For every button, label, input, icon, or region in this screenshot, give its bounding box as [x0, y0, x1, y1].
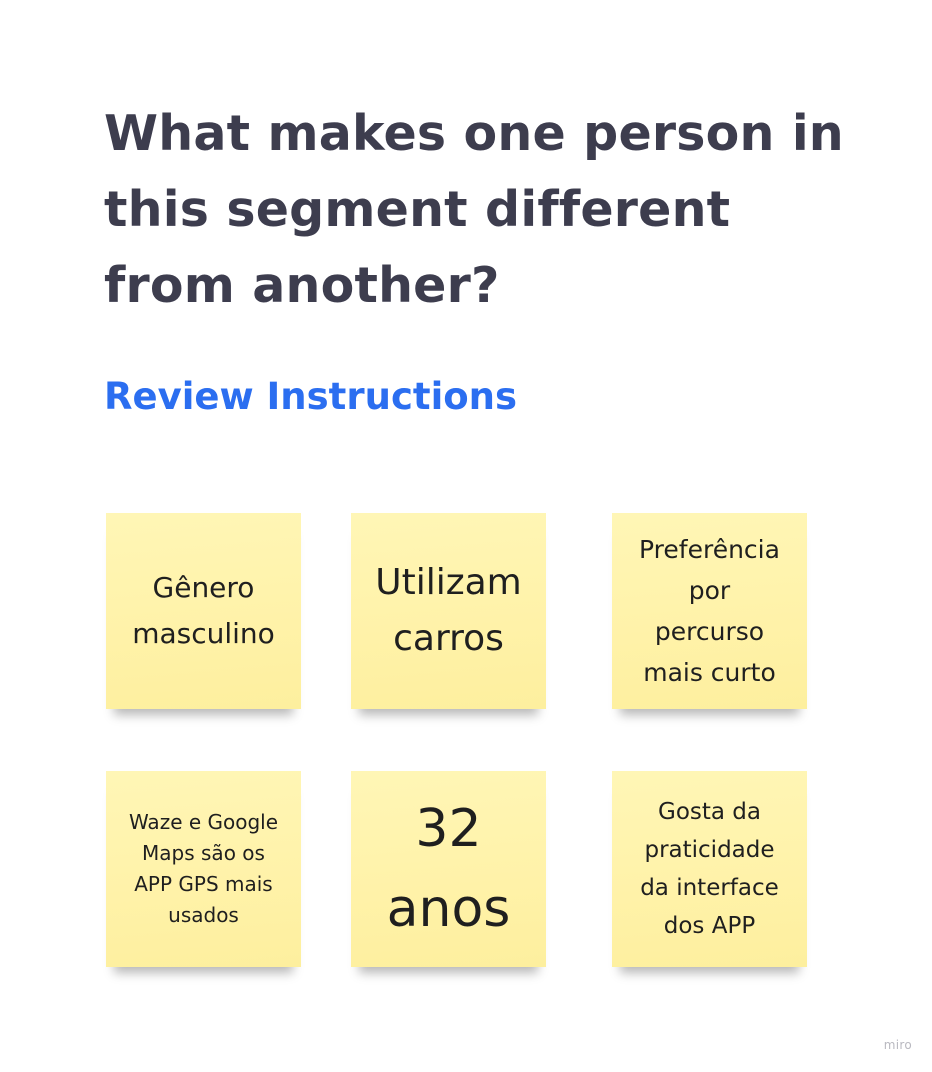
miro-watermark: miro — [883, 1038, 912, 1052]
sticky-note-route-preference[interactable]: Preferência por percurso mais curto — [612, 513, 807, 709]
sticky-note-text: 32 anos — [386, 799, 511, 939]
sticky-note-gender[interactable]: Gênero masculino — [106, 513, 301, 709]
sticky-note-gps-apps[interactable]: Waze e Google Maps são os APP GPS mais u… — [106, 771, 301, 967]
sticky-note-interface[interactable]: Gosta da praticidade da interface dos AP… — [612, 771, 807, 967]
sticky-note-text: Preferência por percurso mais curto — [639, 535, 780, 687]
sticky-note-text: Waze e Google Maps são os APP GPS mais u… — [128, 810, 279, 927]
sticky-note-text: Gênero masculino — [132, 571, 275, 650]
sticky-note-text: Utilizam carros — [375, 562, 522, 659]
review-instructions-link[interactable]: Review Instructions — [104, 375, 518, 418]
sticky-note-age[interactable]: 32 anos — [351, 771, 546, 967]
sticky-note-cars[interactable]: Utilizam carros — [351, 513, 546, 709]
sticky-note-text: Gosta da praticidade da interface dos AP… — [640, 799, 779, 939]
question-heading: What makes one person in this segment di… — [104, 105, 844, 314]
